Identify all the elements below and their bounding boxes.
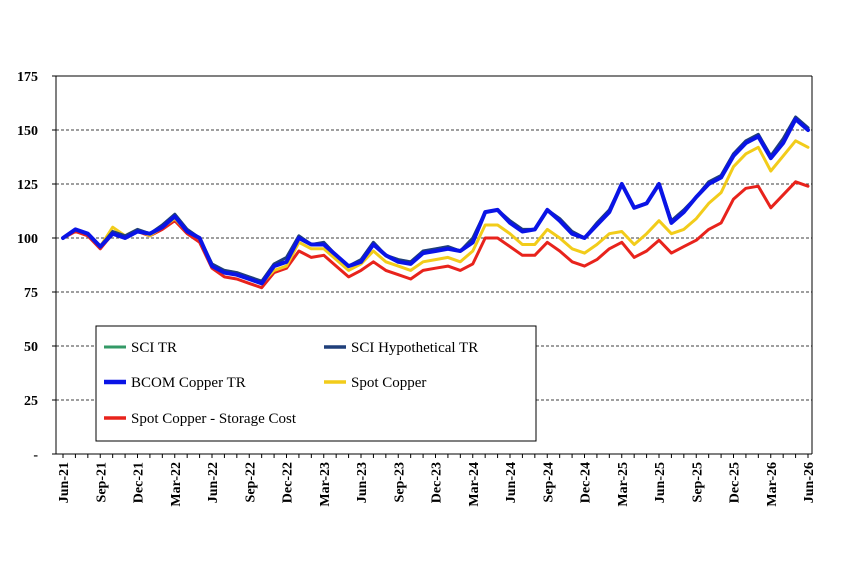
- series-line-spot-copper: [61, 139, 810, 285]
- x-tick-label: Mar-25: [616, 462, 631, 507]
- legend-label: Spot Copper - Storage Cost: [131, 411, 297, 427]
- x-tick-label: Sep-23: [392, 462, 407, 502]
- x-tick-label: Dec-25: [728, 462, 743, 503]
- x-axis-tick-labels: Jun-21 Sep-21 Dec-21 Mar-22 Jun-22 Sep-22 Dec-…: [57, 462, 817, 507]
- y-tick-label: 100: [17, 232, 38, 247]
- x-tick-label: Dec-21: [132, 462, 147, 503]
- x-tick-label: Jun-21: [57, 462, 72, 503]
- series-line-bcom-copper-tr: [61, 117, 810, 286]
- x-tick-label: Mar-22: [169, 462, 184, 507]
- series-lines: [61, 115, 810, 290]
- legend-label: BCOM Copper TR: [131, 375, 246, 391]
- x-tick-label: Sep-25: [690, 462, 705, 502]
- x-tick-label: Jun-26: [802, 462, 817, 503]
- axes: [52, 75, 813, 458]
- x-tick-label: Mar-24: [467, 462, 482, 507]
- x-tick-label: Sep-24: [541, 462, 556, 502]
- legend-box: [95, 325, 537, 442]
- x-tick-label: Mar-26: [765, 462, 780, 507]
- legend-label: SCI Hypothetical TR: [351, 340, 478, 356]
- y-tick-label: 50: [24, 340, 38, 355]
- x-tick-label: Jun-23: [355, 462, 370, 503]
- y-tick-label: 25: [24, 394, 38, 409]
- x-tick-label: Jun-22: [206, 462, 221, 503]
- y-tick-label: -: [33, 448, 38, 463]
- x-tick-label: Dec-24: [579, 462, 594, 503]
- y-tick-label: 175: [17, 70, 38, 85]
- x-tick-label: Sep-22: [243, 462, 258, 502]
- legend-label: Spot Copper: [351, 375, 426, 391]
- y-tick-label: 125: [17, 178, 38, 193]
- legend: SCI TR SCI Hypothetical TR BCOM Copper TR S…: [95, 325, 537, 442]
- x-tick-label: Sep-21: [94, 462, 109, 502]
- x-tick-label: Jun-24: [504, 462, 519, 503]
- y-axis-tick-labels: 175 150 125 100 75 50 25 -: [17, 70, 38, 463]
- y-tick-label: 150: [17, 124, 38, 139]
- y-tick-label: 75: [24, 286, 38, 301]
- x-tick-label: Jun-25: [653, 462, 668, 503]
- x-tick-label: Dec-23: [430, 462, 445, 503]
- x-tick-label: Dec-22: [281, 462, 296, 503]
- legend-label: SCI TR: [131, 340, 177, 356]
- x-tick-label: Mar-23: [318, 462, 333, 507]
